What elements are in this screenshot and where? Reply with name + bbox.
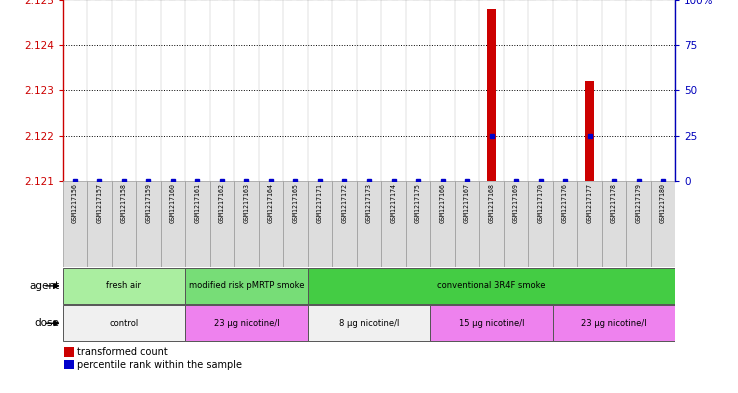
- Bar: [234, 181, 259, 267]
- Text: transformed count: transformed count: [77, 347, 168, 357]
- Bar: [479, 181, 504, 267]
- Bar: [111, 181, 137, 267]
- Bar: [185, 305, 308, 341]
- Text: GSM1217169: GSM1217169: [513, 184, 519, 223]
- Text: GSM1217160: GSM1217160: [170, 184, 176, 223]
- Bar: [185, 268, 308, 304]
- Text: GSM1217175: GSM1217175: [415, 184, 421, 223]
- Text: control: control: [109, 319, 139, 328]
- Text: 15 μg nicotine/l: 15 μg nicotine/l: [459, 319, 524, 328]
- Text: GSM1217172: GSM1217172: [342, 184, 348, 223]
- Text: GSM1217168: GSM1217168: [489, 184, 494, 223]
- Bar: [63, 305, 185, 341]
- Bar: [601, 181, 627, 267]
- Text: GSM1217163: GSM1217163: [244, 184, 249, 223]
- Text: GSM1217171: GSM1217171: [317, 184, 323, 223]
- Bar: [137, 181, 161, 267]
- Text: GSM1217179: GSM1217179: [635, 184, 641, 223]
- Text: dose: dose: [34, 318, 59, 328]
- Text: GSM1217162: GSM1217162: [219, 184, 225, 223]
- Text: GSM1217164: GSM1217164: [268, 184, 274, 223]
- Bar: [356, 181, 382, 267]
- Bar: [651, 181, 675, 267]
- Text: GSM1217177: GSM1217177: [587, 184, 593, 223]
- Bar: [87, 181, 111, 267]
- Bar: [585, 81, 594, 181]
- Text: GSM1217166: GSM1217166: [440, 184, 446, 223]
- Text: GSM1217158: GSM1217158: [121, 184, 127, 223]
- Text: GSM1217178: GSM1217178: [611, 184, 617, 223]
- Text: percentile rank within the sample: percentile rank within the sample: [77, 360, 243, 369]
- Text: conventional 3R4F smoke: conventional 3R4F smoke: [437, 281, 546, 290]
- Text: GSM1217165: GSM1217165: [292, 184, 298, 223]
- Text: 23 μg nicotine/l: 23 μg nicotine/l: [582, 319, 646, 328]
- Bar: [382, 181, 406, 267]
- Text: 8 μg nicotine/l: 8 μg nicotine/l: [339, 319, 399, 328]
- Text: GSM1217176: GSM1217176: [562, 184, 568, 223]
- Bar: [332, 181, 356, 267]
- Text: GSM1217156: GSM1217156: [72, 184, 78, 223]
- Bar: [430, 305, 553, 341]
- Text: GSM1217180: GSM1217180: [660, 184, 666, 223]
- Bar: [487, 9, 496, 181]
- Bar: [259, 181, 283, 267]
- Text: GSM1217173: GSM1217173: [366, 184, 372, 223]
- Text: GSM1217170: GSM1217170: [537, 184, 543, 223]
- Bar: [185, 181, 210, 267]
- Text: 23 μg nicotine/l: 23 μg nicotine/l: [214, 319, 279, 328]
- Bar: [161, 181, 185, 267]
- Bar: [553, 305, 675, 341]
- Bar: [308, 305, 430, 341]
- Text: agent: agent: [29, 281, 59, 291]
- Bar: [283, 181, 308, 267]
- Text: modified risk pMRTP smoke: modified risk pMRTP smoke: [189, 281, 304, 290]
- Bar: [553, 181, 577, 267]
- Bar: [406, 181, 430, 267]
- Text: GSM1217161: GSM1217161: [195, 184, 201, 223]
- Text: GSM1217167: GSM1217167: [464, 184, 470, 223]
- Text: fresh air: fresh air: [106, 281, 142, 290]
- Text: GSM1217157: GSM1217157: [97, 184, 103, 223]
- Bar: [63, 181, 87, 267]
- Text: GSM1217159: GSM1217159: [145, 184, 151, 223]
- Bar: [627, 181, 651, 267]
- Bar: [210, 181, 234, 267]
- Bar: [504, 181, 528, 267]
- Bar: [577, 181, 601, 267]
- Bar: [308, 181, 332, 267]
- Bar: [430, 181, 455, 267]
- Bar: [308, 268, 675, 304]
- Bar: [528, 181, 553, 267]
- Text: GSM1217174: GSM1217174: [390, 184, 396, 223]
- Bar: [455, 181, 479, 267]
- Bar: [63, 268, 185, 304]
